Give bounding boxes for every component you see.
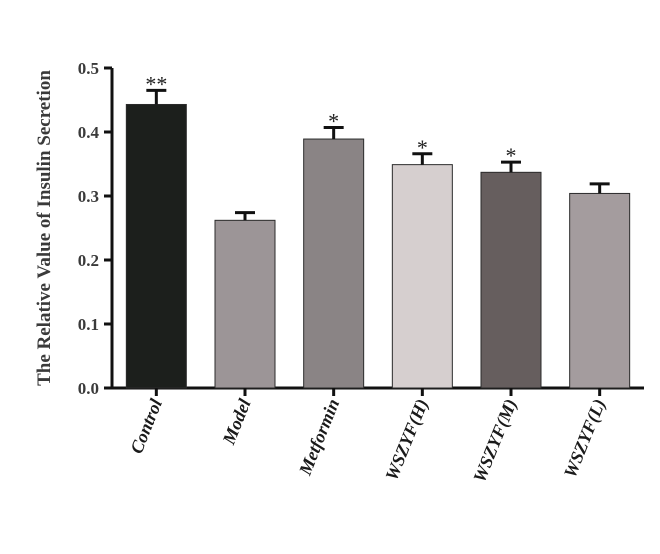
y-axis-title: The Relative Value of Insulin Secretion bbox=[34, 70, 55, 386]
y-tick-label: 0.2 bbox=[78, 251, 99, 270]
y-tick-label: 0.0 bbox=[78, 379, 99, 398]
significance-mark: * bbox=[417, 135, 428, 160]
bar-model bbox=[214, 219, 276, 389]
y-tick-label: 0.5 bbox=[78, 59, 99, 78]
y-tick-label: 0.1 bbox=[78, 315, 99, 334]
y-tick-label: 0.3 bbox=[78, 187, 99, 206]
y-tick-label: 0.4 bbox=[78, 123, 100, 142]
y-ticks: 0.0 0.1 0.2 0.3 0.4 0.5 bbox=[78, 59, 112, 398]
category-label: Model bbox=[218, 396, 255, 448]
bar-wszyf-m bbox=[480, 171, 542, 389]
significance-mark: * bbox=[328, 109, 339, 134]
category-label: WSZYF(M) bbox=[469, 396, 521, 485]
bar-metformin bbox=[303, 138, 365, 389]
bar-wszyf-l bbox=[569, 192, 631, 389]
significance-mark: ** bbox=[145, 71, 167, 96]
significance-marks: **** * bbox=[145, 71, 516, 168]
category-label: WSZYF(H) bbox=[381, 396, 433, 484]
category-label: Metformin bbox=[294, 396, 343, 479]
bar-wszyf-h bbox=[391, 164, 453, 389]
bars bbox=[125, 103, 631, 389]
bar-control bbox=[125, 103, 187, 389]
error-bars bbox=[146, 88, 610, 221]
significance-mark: * bbox=[506, 143, 517, 168]
axes bbox=[110, 68, 644, 390]
category-label: WSZYF(L) bbox=[560, 396, 611, 481]
category-labels: Control Model Metformin WSZYF(H) WSZYF(M) WSZ… bbox=[126, 388, 610, 485]
category-label: Control bbox=[126, 396, 166, 456]
